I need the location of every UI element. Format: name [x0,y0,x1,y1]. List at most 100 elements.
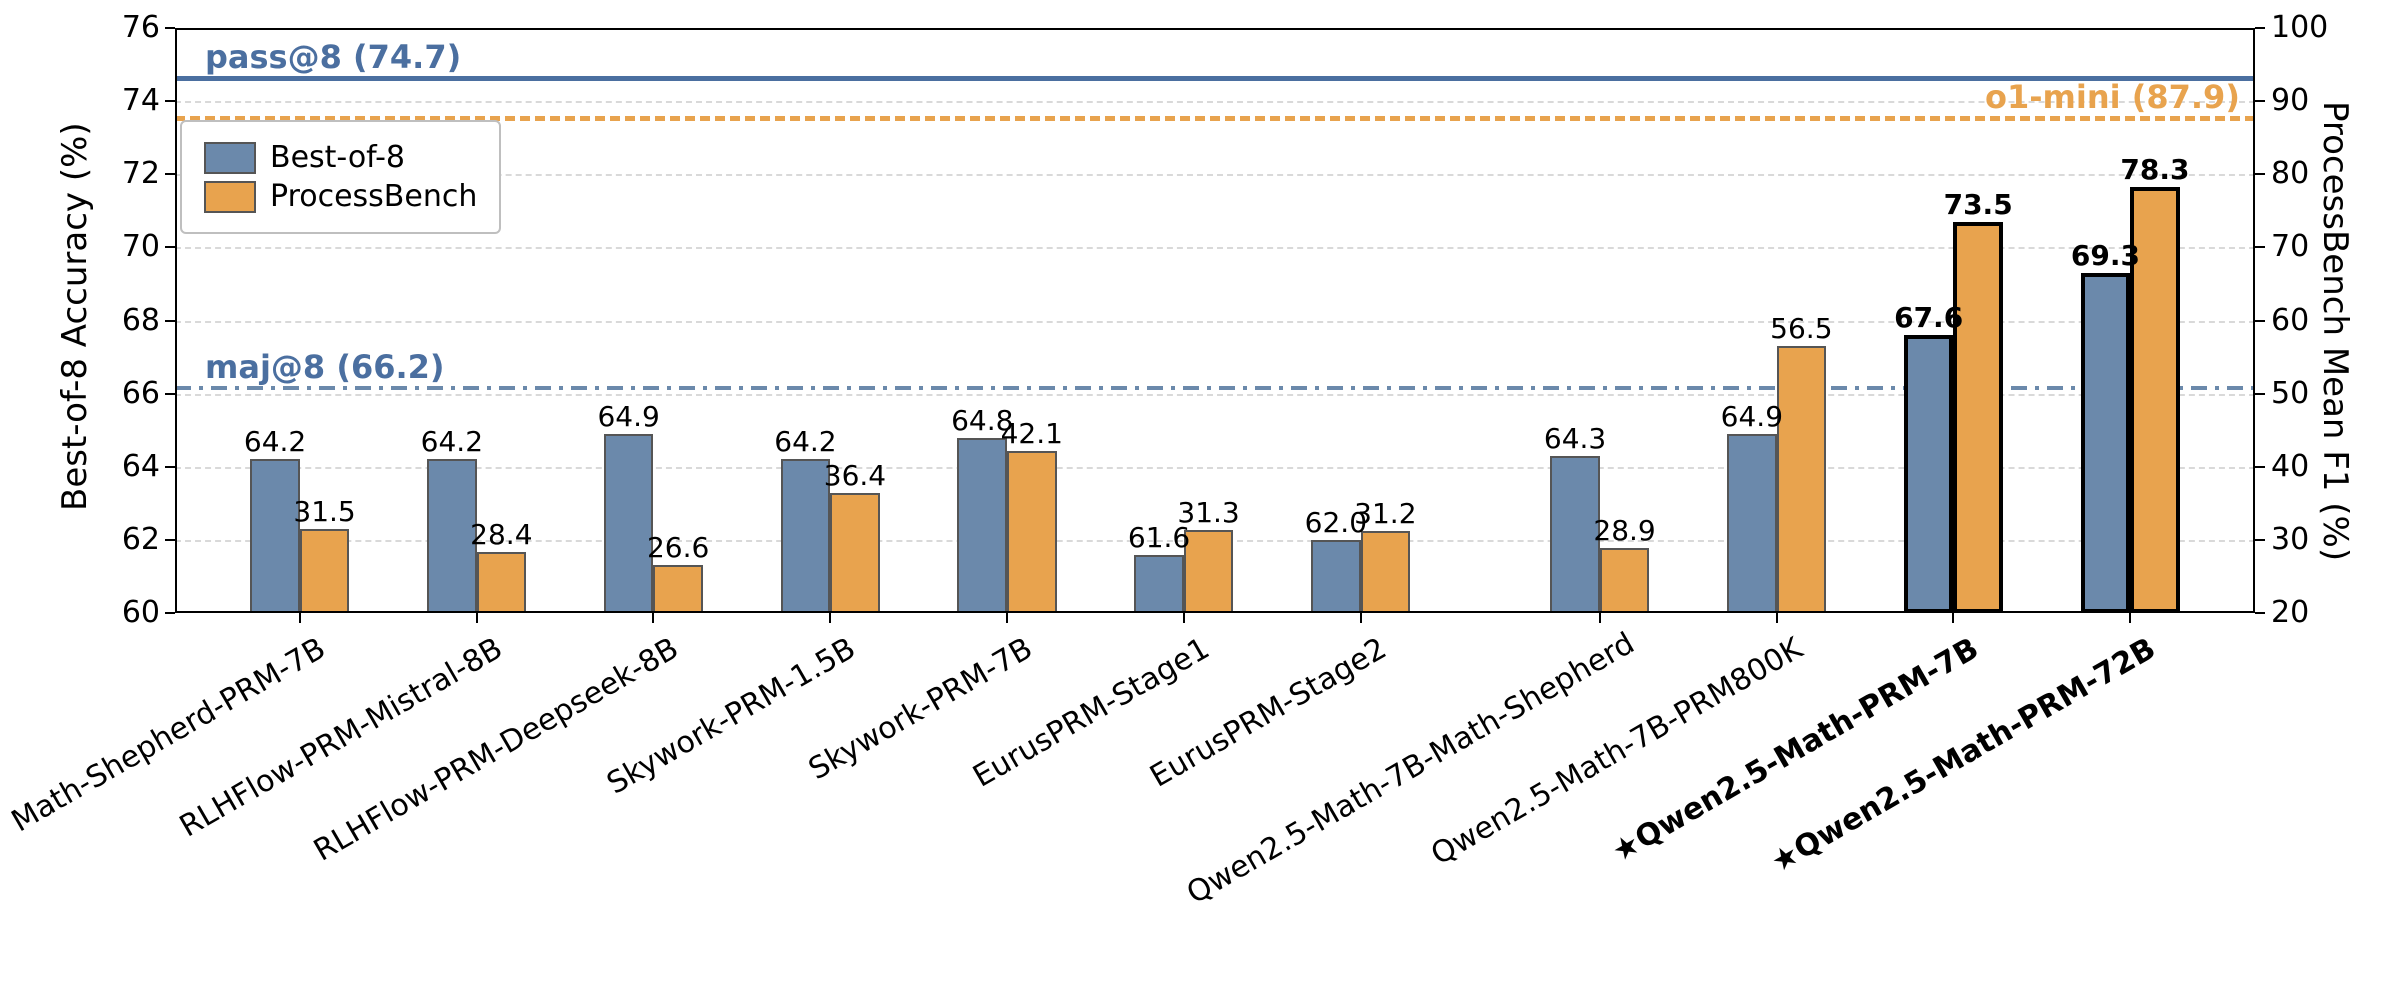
bar-processbench [300,529,350,613]
y-axis-title-left: Best-of-8 Accuracy (%) [55,122,95,511]
bar-value-label: 67.6 [1894,301,1963,334]
ytick-mark-right [2255,100,2265,102]
gridline [175,101,2255,103]
chart-container: pass@8 (74.7) o1-mini (87.9) maj@8 (66.2) 6… [0,0,2384,984]
reference-line-label: pass@8 (74.7) [205,38,461,76]
ytick-label-right: 40 [2271,449,2309,484]
bar-processbench [1361,531,1411,613]
ytick-label-right: 90 [2271,83,2309,118]
bar-value-label: 69.3 [2071,239,2140,272]
ytick-mark-right [2255,246,2265,248]
ytick-mark-left [165,246,175,248]
bar-value-label: 78.3 [2120,153,2189,186]
bar-best-of-8 [1904,335,1954,613]
xtick-mark [2129,613,2131,623]
bar-value-label: 73.5 [1944,188,2013,221]
legend: Best-of-8 ProcessBench [180,120,501,234]
xtick-mark [1776,613,1778,623]
axis-spine-right [2253,28,2255,613]
ytick-mark-left [165,466,175,468]
bar-best-of-8 [781,459,831,613]
bar-value-label: 64.2 [774,425,836,458]
ytick-label-left: 70 [105,229,160,264]
bar-processbench [1953,222,2003,613]
reference-line-label: maj@8 (66.2) [205,348,445,386]
ytick-mark-right [2255,320,2265,322]
ytick-mark-right [2255,539,2265,541]
xtick-mark [652,613,654,623]
bar-value-label: 64.2 [421,425,483,458]
ytick-mark-right [2255,612,2265,614]
ytick-label-left: 66 [105,376,160,411]
xtick-mark [1599,613,1601,623]
bar-best-of-8 [1727,434,1777,613]
bar-value-label: 64.3 [1544,422,1606,455]
bar-value-label: 26.6 [647,531,709,564]
legend-item: ProcessBench [204,179,477,214]
plot-area: pass@8 (74.7) o1-mini (87.9) maj@8 (66.2) 6… [175,28,2255,613]
ytick-label-left: 62 [105,522,160,557]
bar-value-label: 64.2 [244,425,306,458]
xtick-mark [829,613,831,623]
axis-spine-bottom [175,611,2255,613]
bar-processbench [477,552,527,613]
bar-best-of-8 [250,459,300,613]
bar-value-label: 64.9 [1721,400,1783,433]
ytick-mark-left [165,100,175,102]
ytick-mark-right [2255,27,2265,29]
bar-best-of-8 [957,438,1007,614]
bar-best-of-8 [1134,555,1184,614]
xtick-mark [299,613,301,623]
bar-processbench [1600,548,1650,613]
ytick-mark-left [165,320,175,322]
ytick-label-left: 68 [105,303,160,338]
ytick-label-right: 20 [2271,595,2309,630]
ytick-mark-right [2255,466,2265,468]
ytick-mark-left [165,612,175,614]
xtick-mark [1360,613,1362,623]
xtick-mark [476,613,478,623]
legend-swatch [204,181,256,213]
xtick-mark [1006,613,1008,623]
ytick-label-right: 60 [2271,303,2309,338]
legend-label: ProcessBench [270,179,477,214]
gridline [175,247,2255,249]
ytick-mark-left [165,393,175,395]
bar-processbench [1777,346,1827,613]
ytick-label-left: 74 [105,83,160,118]
ytick-label-right: 80 [2271,156,2309,191]
legend-label: Best-of-8 [270,140,405,175]
legend-item: Best-of-8 [204,140,477,175]
bar-best-of-8 [2081,273,2131,613]
reference-line-label: o1-mini (87.9) [1985,78,2240,116]
bar-value-label: 31.5 [293,495,355,528]
y-axis-title-right: ProcessBench Mean F1 (%) [2315,101,2355,561]
bar-value-label: 31.3 [1177,496,1239,529]
bar-value-label: 64.9 [597,400,659,433]
axis-spine-left [175,28,177,613]
ytick-label-right: 30 [2271,522,2309,557]
bar-best-of-8 [427,459,477,613]
bar-processbench [1007,451,1057,613]
reference-line [175,76,2255,81]
ytick-label-right: 50 [2271,376,2309,411]
bar-value-label: 36.4 [824,459,886,492]
ytick-label-left: 72 [105,156,160,191]
ytick-label-right: 70 [2271,229,2309,264]
bar-processbench [1184,530,1234,613]
xtick-mark [1952,613,1954,623]
bar-value-label: 42.1 [1001,417,1063,450]
bar-value-label: 28.9 [1593,514,1655,547]
bar-best-of-8 [1550,456,1600,613]
bar-processbench [830,493,880,613]
ytick-mark-right [2255,173,2265,175]
ytick-label-left: 64 [105,449,160,484]
bar-processbench [653,565,703,613]
axis-spine-top [175,28,2255,30]
xtick-mark [1183,613,1185,623]
ytick-label-left: 60 [105,595,160,630]
ytick-mark-left [165,173,175,175]
ytick-mark-left [165,539,175,541]
bar-best-of-8 [1311,540,1361,613]
bar-value-label: 28.4 [470,518,532,551]
